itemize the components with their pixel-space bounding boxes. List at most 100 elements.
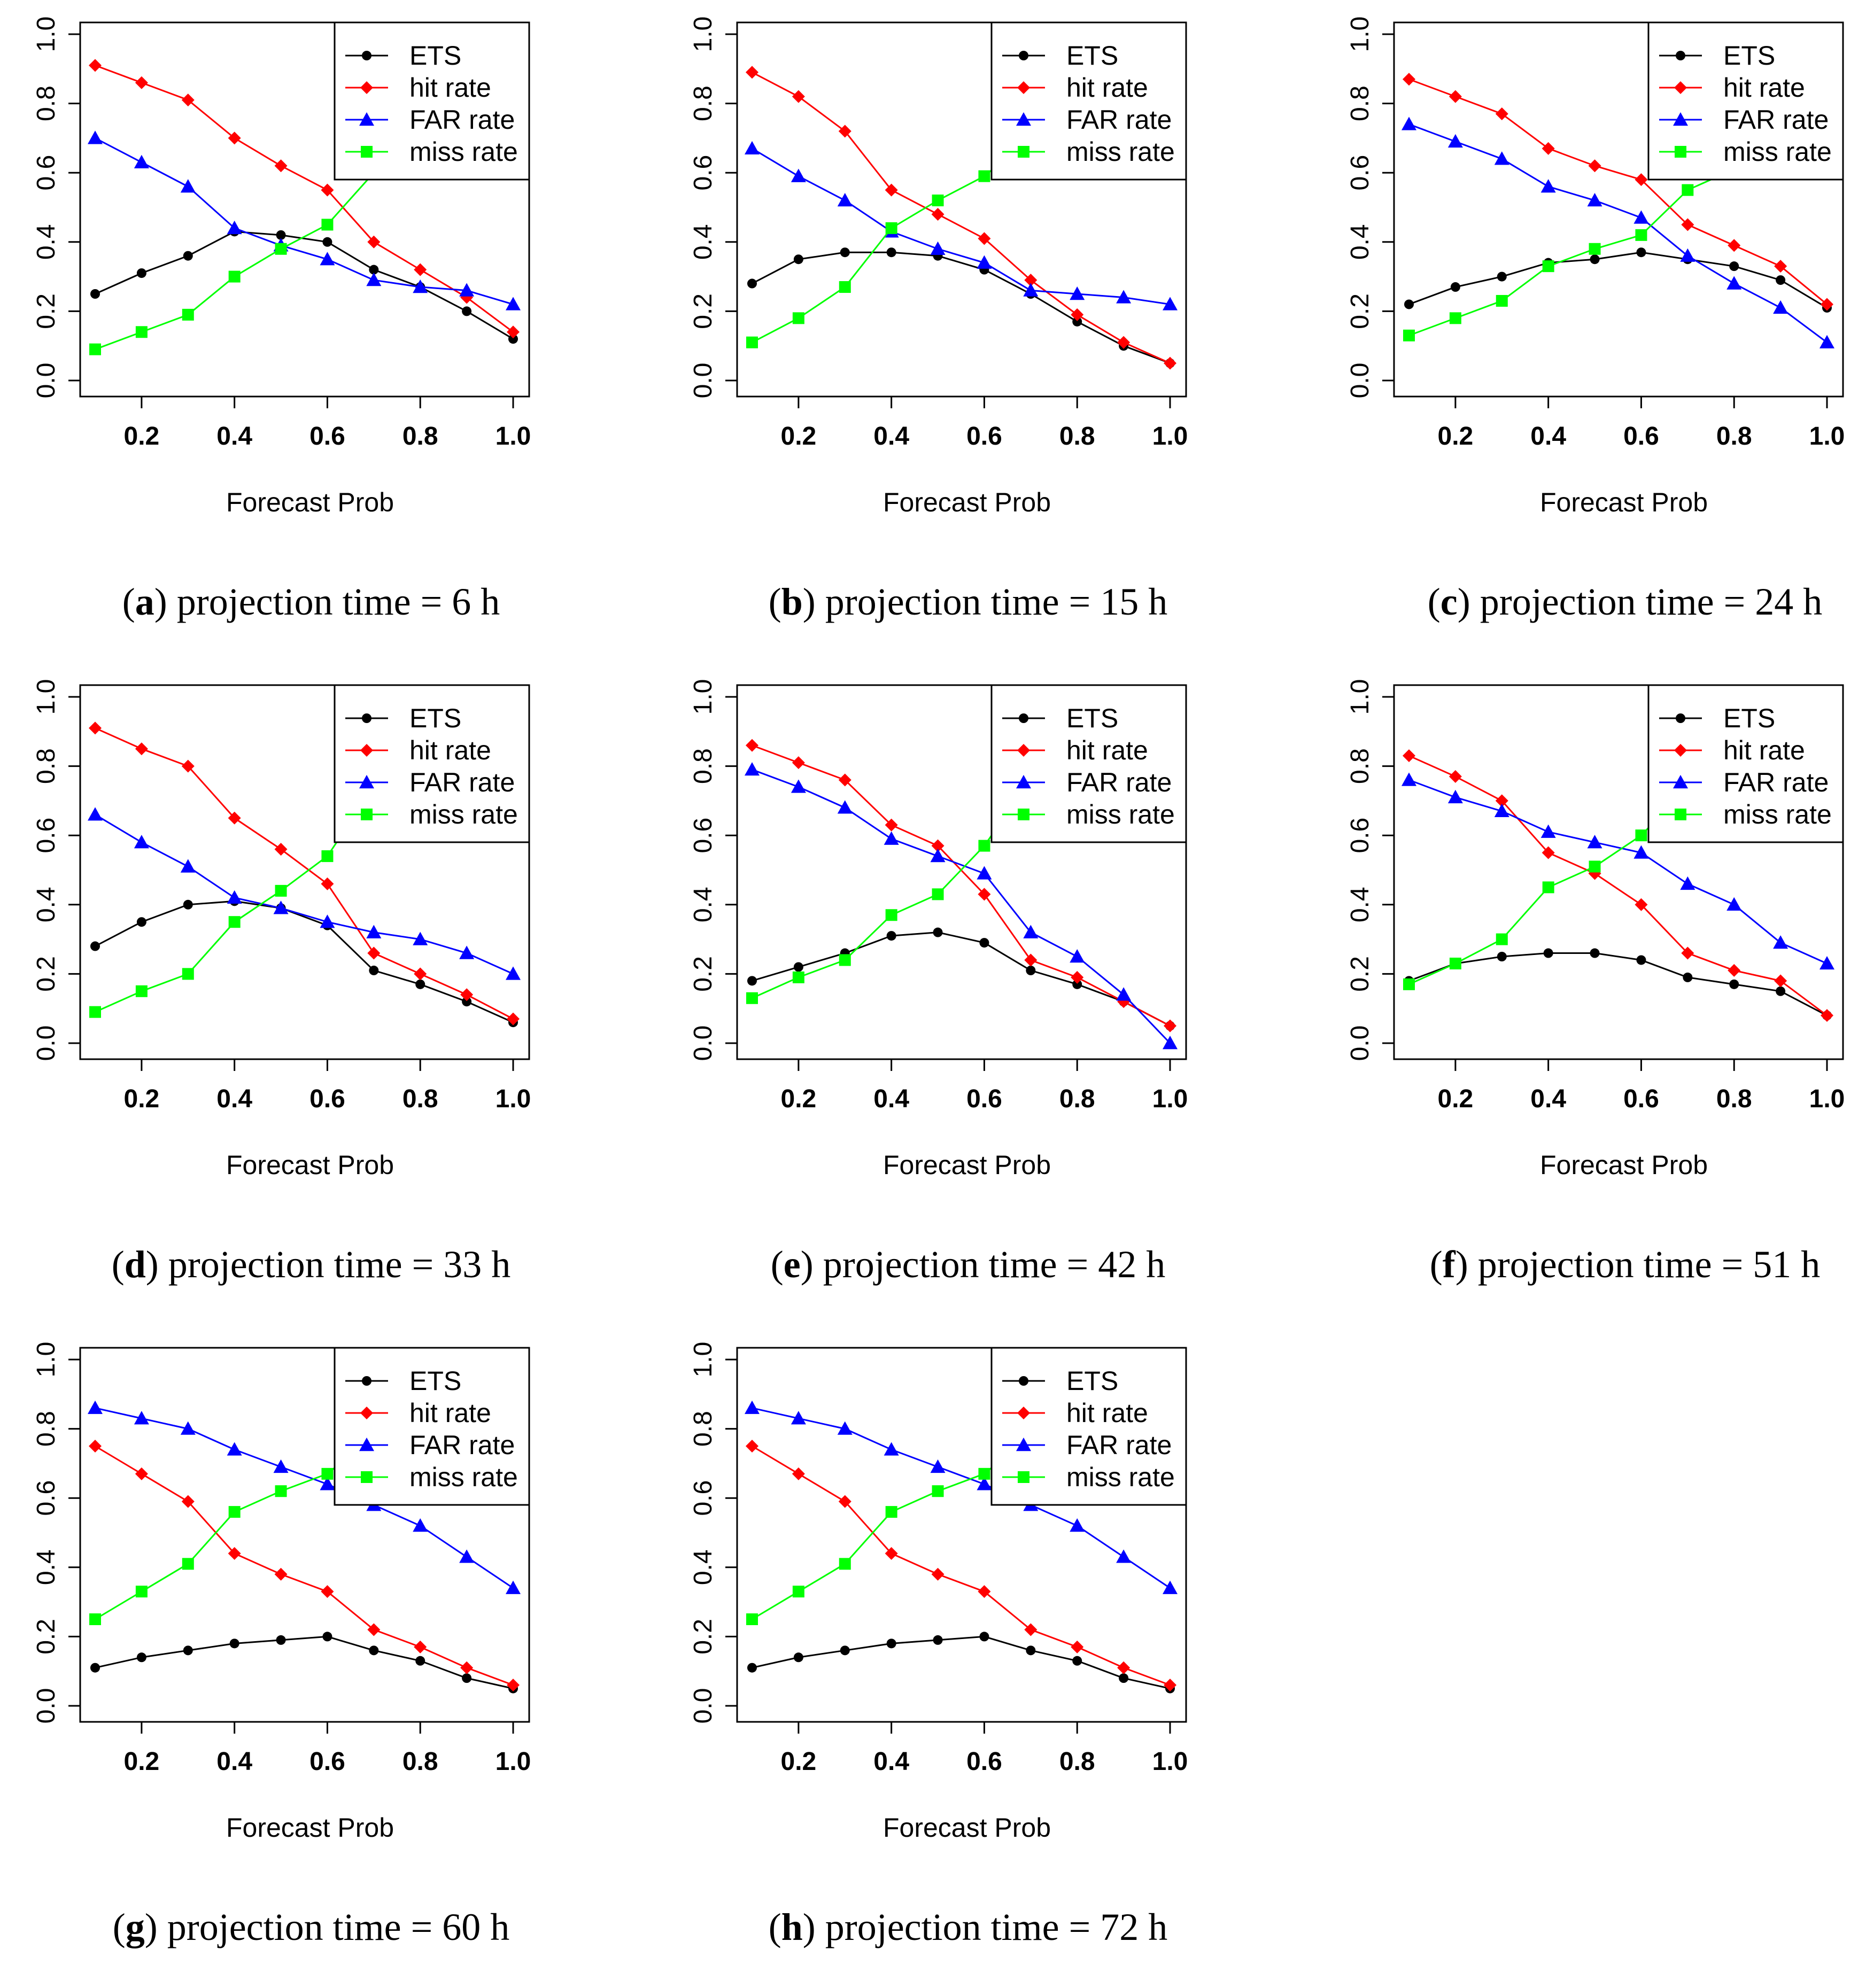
panel-b: 0.0 0.2 0.4 0.6 0.8 1.0 0.2 0.4 0.6 0.8 1.0 Forecas… xyxy=(657,0,1279,663)
point-ETS xyxy=(136,268,146,278)
legend-label: hit rate xyxy=(1066,73,1148,103)
point-FAR-rate xyxy=(180,859,196,873)
point-FAR-rate xyxy=(227,1442,242,1456)
point-FAR-rate xyxy=(1680,248,1695,262)
legend-label: ETS xyxy=(409,703,461,733)
point-ETS xyxy=(1590,254,1600,265)
point-ETS xyxy=(508,334,518,344)
legend-item-hit-rate: hit rate xyxy=(345,1398,491,1428)
point-miss-rate xyxy=(182,968,194,980)
point-hit-rate xyxy=(838,773,851,787)
point-FAR-rate xyxy=(884,831,899,845)
series-FAR-rate xyxy=(88,807,521,980)
series-ETS xyxy=(747,927,1175,1031)
y-tick-label: 1.0 xyxy=(1346,17,1374,52)
legend-marker xyxy=(1018,1471,1029,1483)
legend-marker xyxy=(1674,81,1687,94)
point-miss-rate xyxy=(135,326,148,338)
point-hit-rate xyxy=(1164,1019,1176,1032)
point-hit-rate xyxy=(135,1467,148,1480)
y-tick-label: 0.4 xyxy=(32,1549,60,1585)
point-ETS xyxy=(1776,986,1786,996)
y-tick-label: 0.6 xyxy=(689,1480,717,1516)
point-FAR-rate xyxy=(88,1400,103,1414)
y-axis: 0.0 0.2 0.4 0.6 0.8 1.0 xyxy=(689,1342,737,1723)
y-axis: 0.0 0.2 0.4 0.6 0.8 1.0 xyxy=(689,17,737,399)
y-tick-label: 0.0 xyxy=(689,363,717,399)
point-FAR-rate xyxy=(1587,193,1602,207)
x-tick-label: 1.0 xyxy=(495,422,531,451)
point-ETS xyxy=(1072,1656,1082,1666)
y-tick-label: 0.2 xyxy=(32,293,60,329)
legend-marker xyxy=(1018,809,1029,820)
point-hit-rate xyxy=(746,1440,758,1453)
plot-frame xyxy=(1393,21,1844,398)
line-hit-rate xyxy=(752,71,1171,364)
legend-marker xyxy=(1016,1438,1031,1451)
point-hit-rate xyxy=(321,183,334,197)
series-hit-rate xyxy=(1403,73,1833,311)
x-tick-label: 0.4 xyxy=(216,1085,252,1113)
plot-frame xyxy=(79,1347,530,1723)
point-hit-rate xyxy=(1728,964,1741,977)
point-miss-rate xyxy=(89,343,101,355)
point-miss-rate xyxy=(1496,294,1508,307)
point-miss-rate xyxy=(1542,881,1554,894)
point-hit-rate xyxy=(1071,970,1084,984)
chart-b: 0.0 0.2 0.4 0.6 0.8 1.0 0.2 0.4 0.6 0.8 1.0 Forecas… xyxy=(689,17,1188,517)
point-miss-rate xyxy=(978,840,990,852)
chart-g: 0.0 0.2 0.4 0.6 0.8 1.0 0.2 0.4 0.6 0.8 1.0 Forecas… xyxy=(32,1342,531,1843)
point-FAR-rate xyxy=(88,807,103,821)
y-tick-label: 0.6 xyxy=(689,155,717,191)
y-tick-label: 0.4 xyxy=(1346,224,1374,260)
point-miss-rate xyxy=(792,1586,804,1598)
legend-label: FAR rate xyxy=(1723,767,1829,797)
point-hit-rate xyxy=(1681,946,1694,960)
y-tick-label: 0.8 xyxy=(689,748,717,784)
x-tick-label: 1.0 xyxy=(1809,1085,1845,1113)
point-hit-rate xyxy=(1024,953,1037,967)
legend-marker xyxy=(361,146,373,158)
point-ETS xyxy=(979,1632,989,1642)
point-ETS xyxy=(1729,261,1739,271)
point-FAR-rate xyxy=(273,900,289,914)
x-axis-label: Forecast Prob xyxy=(226,1150,394,1180)
point-hit-rate xyxy=(507,1679,520,1692)
point-ETS xyxy=(1026,965,1036,975)
legend-item-miss-rate: miss rate xyxy=(345,1462,518,1492)
legend-item-ETS: ETS xyxy=(1659,41,1775,71)
x-tick-label: 0.4 xyxy=(216,422,252,451)
point-ETS xyxy=(1636,247,1646,258)
point-hit-rate xyxy=(1635,898,1648,911)
legend-label: hit rate xyxy=(409,735,491,765)
point-miss-rate xyxy=(135,1586,148,1598)
legend-label: FAR rate xyxy=(409,767,515,797)
y-tick-label: 0.6 xyxy=(32,1480,60,1516)
chart-c: 0.0 0.2 0.4 0.6 0.8 1.0 0.2 0.4 0.6 0.8 1.0 Forecas… xyxy=(1346,17,1845,517)
point-ETS xyxy=(322,1632,332,1642)
legend-item-FAR-rate: FAR rate xyxy=(1002,1430,1172,1460)
legend-item-hit-rate: hit rate xyxy=(1659,735,1805,765)
point-hit-rate xyxy=(274,843,288,856)
point-hit-rate xyxy=(228,1547,241,1560)
point-FAR-rate xyxy=(1726,276,1742,290)
legend-marker xyxy=(359,112,374,126)
x-tick-label: 0.2 xyxy=(781,422,817,451)
legend-item-miss-rate: miss rate xyxy=(345,137,518,167)
point-FAR-rate xyxy=(1163,297,1178,310)
y-axis: 0.0 0.2 0.4 0.6 0.8 1.0 xyxy=(32,1342,80,1723)
point-ETS xyxy=(462,997,472,1007)
point-ETS xyxy=(229,1638,239,1649)
point-ETS xyxy=(1026,1645,1036,1656)
point-FAR-rate xyxy=(366,925,382,938)
point-miss-rate xyxy=(1635,829,1647,842)
point-FAR-rate xyxy=(977,866,992,880)
point-FAR-rate xyxy=(459,1549,475,1563)
y-tick-label: 0.2 xyxy=(32,956,60,992)
legend-marker xyxy=(1017,1407,1030,1419)
point-hit-rate xyxy=(1117,336,1131,349)
line-ETS xyxy=(752,1635,1171,1690)
